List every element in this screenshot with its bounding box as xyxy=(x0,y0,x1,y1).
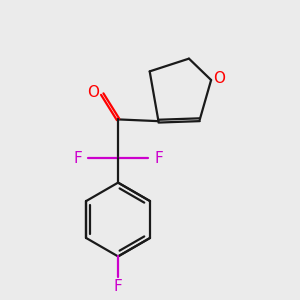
Text: O: O xyxy=(88,85,100,100)
Text: F: F xyxy=(154,151,163,166)
Text: F: F xyxy=(73,151,82,166)
Text: F: F xyxy=(114,279,122,294)
Text: O: O xyxy=(213,71,225,86)
